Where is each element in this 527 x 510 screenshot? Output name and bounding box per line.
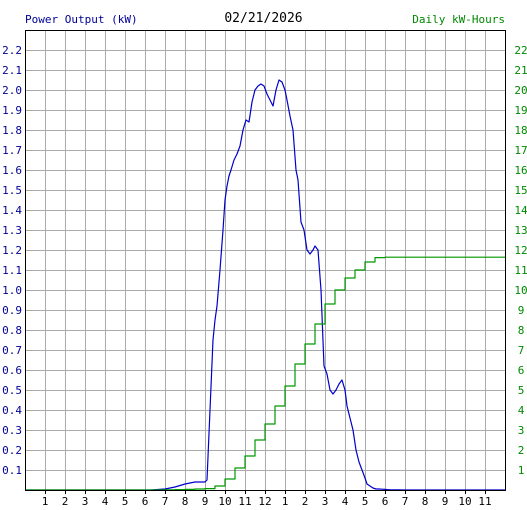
y-tick-label: 1.5: [2, 184, 22, 197]
x-tick-label: 3: [322, 495, 329, 508]
y-tick-label: 0.7: [2, 344, 22, 357]
series-layer: [25, 79, 505, 491]
y2-tick-label: 19: [514, 104, 527, 117]
x-tick-label: 7: [162, 495, 169, 508]
y-tick-label: 0.4: [2, 404, 22, 417]
y-tick-label: 0.6: [2, 364, 22, 377]
y-tick-label: 2.1: [2, 64, 22, 77]
y-tick-label: 1.4: [2, 204, 22, 217]
x-tick-label: 1: [282, 495, 289, 508]
x-tick-label: 6: [142, 495, 149, 508]
x-tick-label: 6: [382, 495, 389, 508]
x-tick-label: 9: [442, 495, 449, 508]
x-tick-label: 10: [218, 495, 231, 508]
y-tick-label: 1.7: [2, 144, 22, 157]
y-tick-label: 1.1: [2, 264, 22, 277]
y2-tick-label: 16: [514, 164, 527, 177]
y2-tick-label: 4: [518, 404, 525, 417]
x-tick-label: 5: [122, 495, 129, 508]
y2-tick-label: 9: [518, 304, 525, 317]
y-tick-label: 1.9: [2, 104, 22, 117]
y2-tick-label: 14: [514, 204, 527, 217]
x-tick-label: 2: [302, 495, 309, 508]
left-axis-tick-labels: 0.1 0.2 0.3 0.4 0.5 0.6 0.7 0.8 0.9 1.0 1.1 1.2 1.3 1…: [2, 44, 22, 477]
plot-frame: [25, 30, 506, 494]
left-axis-title: Power Output (kW): [25, 13, 138, 26]
y-tick-label: 1.6: [2, 164, 22, 177]
y-tick-label: 1.3: [2, 224, 22, 237]
x-tick-label: 8: [422, 495, 429, 508]
y-tick-label: 0.9: [2, 304, 22, 317]
y2-tick-label: 3: [518, 424, 525, 437]
x-axis-tick-labels: 1 2 3 4 5 6 7 8 9 10 11 12 1 2 3 4 5 6 7 8 9 10 11: [42, 495, 492, 508]
y-tick-label: 0.2: [2, 444, 22, 457]
y2-tick-label: 18: [514, 124, 527, 137]
y-tick-label: 0.3: [2, 424, 22, 437]
y-tick-label: 1.2: [2, 244, 22, 257]
x-tick-label: 9: [202, 495, 209, 508]
grid-lines: [25, 30, 505, 490]
y-tick-label: 0.1: [2, 464, 22, 477]
y2-tick-label: 5: [518, 384, 525, 397]
y2-tick-label: 17: [514, 144, 527, 157]
y2-tick-label: 12: [514, 244, 527, 257]
x-tick-label: 4: [342, 495, 349, 508]
y2-tick-label: 13: [514, 224, 527, 237]
x-tick-label: 3: [82, 495, 89, 508]
y2-tick-label: 2: [518, 444, 525, 457]
x-tick-label: 8: [182, 495, 189, 508]
x-tick-label: 5: [362, 495, 369, 508]
right-axis-title: Daily kW-Hours: [412, 13, 505, 26]
y2-tick-label: 1: [518, 464, 525, 477]
x-tick-label: 1: [42, 495, 49, 508]
y2-tick-label: 22: [514, 44, 527, 57]
y2-tick-label: 6: [518, 364, 525, 377]
y2-tick-label: 20: [514, 84, 527, 97]
x-tick-label: 7: [402, 495, 409, 508]
y-tick-label: 1.8: [2, 124, 22, 137]
chart-date: 02/21/2026: [224, 11, 303, 26]
y2-tick-label: 11: [514, 264, 527, 277]
x-tick-label: 4: [102, 495, 109, 508]
x-tick-label: 11: [478, 495, 491, 508]
x-tick-label: 11: [238, 495, 251, 508]
y2-tick-label: 21: [514, 64, 527, 77]
y-tick-label: 1.0: [2, 284, 22, 297]
x-tick-label: 12: [258, 495, 271, 508]
x-tick-label: 10: [458, 495, 471, 508]
power-output-line: [25, 79, 505, 491]
y-tick-label: 0.8: [2, 324, 22, 337]
y-tick-label: 0.5: [2, 384, 22, 397]
x-tick-label: 2: [62, 495, 69, 508]
y-tick-label: 2.0: [2, 84, 22, 97]
daily-kwh-line: [25, 256, 505, 491]
y2-tick-label: 10: [514, 284, 527, 297]
y2-tick-label: 7: [518, 344, 525, 357]
y-tick-label: 2.2: [2, 44, 22, 57]
y2-tick-label: 15: [514, 184, 527, 197]
y2-tick-label: 8: [518, 324, 525, 337]
